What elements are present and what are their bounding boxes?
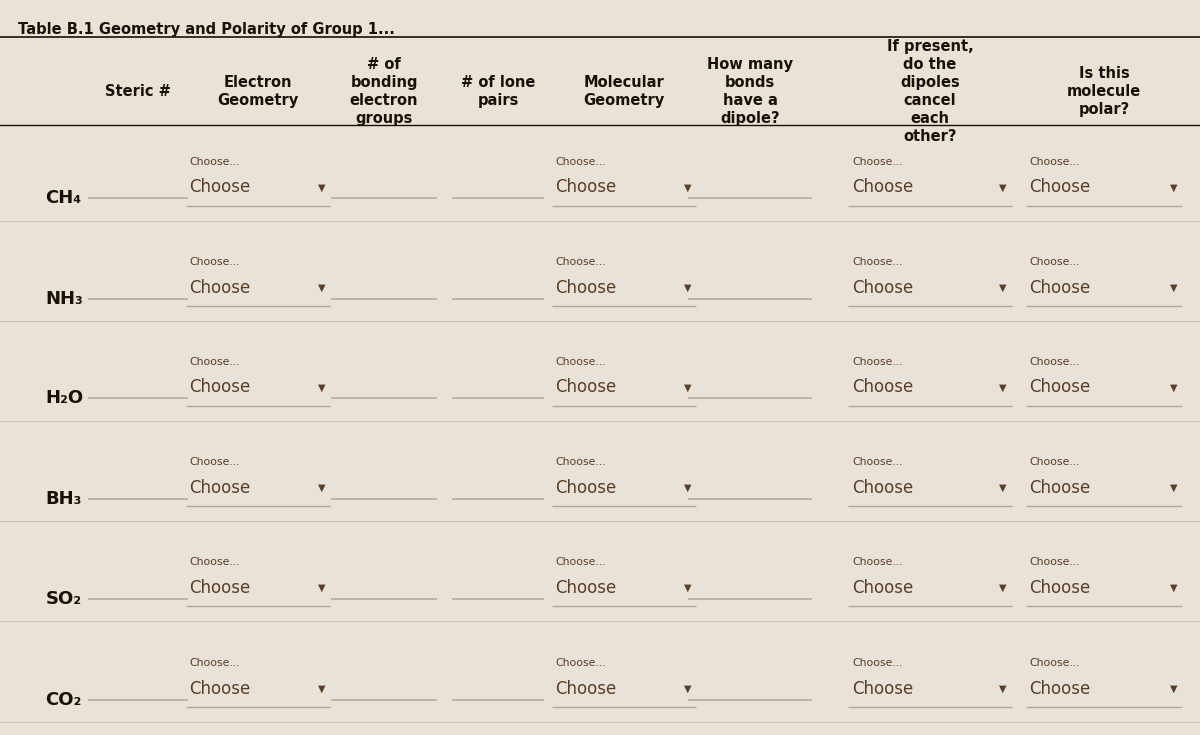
Text: ▼: ▼ [1000,583,1007,593]
Text: Choose...: Choose... [190,658,240,668]
Text: ▼: ▼ [1170,283,1177,293]
Text: Choose...: Choose... [852,157,902,167]
Text: Choose: Choose [852,479,913,497]
Text: Choose: Choose [1030,579,1091,597]
Text: Choose...: Choose... [556,356,606,367]
Text: Choose...: Choose... [556,658,606,668]
Text: Choose: Choose [1030,179,1091,196]
Text: Steric #: Steric # [106,85,170,99]
Text: ▼: ▼ [684,684,691,694]
Text: How many
bonds
have a
dipole?: How many bonds have a dipole? [707,57,793,126]
Text: Choose: Choose [556,279,617,297]
Text: ▼: ▼ [318,182,325,193]
Text: Choose: Choose [190,479,251,497]
Text: Choose: Choose [852,680,913,698]
Text: Choose...: Choose... [190,356,240,367]
Text: CH₄: CH₄ [46,190,82,207]
Text: NH₃: NH₃ [46,290,83,308]
Text: Choose: Choose [190,179,251,196]
Text: SO₂: SO₂ [46,590,82,608]
Text: ▼: ▼ [1170,583,1177,593]
Text: Choose...: Choose... [190,457,240,467]
Text: Choose: Choose [1030,479,1091,497]
Text: Choose: Choose [190,379,251,396]
Text: ▼: ▼ [1170,182,1177,193]
Text: Choose: Choose [556,479,617,497]
Text: Choose: Choose [1030,680,1091,698]
Text: Electron
Geometry: Electron Geometry [217,76,299,108]
Text: Molecular
Geometry: Molecular Geometry [583,76,665,108]
Text: Choose...: Choose... [1030,457,1080,467]
Text: ▼: ▼ [684,283,691,293]
Text: Choose: Choose [852,179,913,196]
Text: Choose...: Choose... [1030,157,1080,167]
Text: Choose...: Choose... [556,557,606,567]
Text: ▼: ▼ [1000,382,1007,392]
Text: Choose...: Choose... [852,557,902,567]
Text: CO₂: CO₂ [46,691,82,709]
Text: ▼: ▼ [318,583,325,593]
Text: Choose...: Choose... [190,257,240,268]
Text: Choose: Choose [556,179,617,196]
Text: ▼: ▼ [1170,382,1177,392]
Text: ▼: ▼ [318,382,325,392]
Text: ▼: ▼ [684,182,691,193]
Text: Choose: Choose [556,379,617,396]
Text: Choose...: Choose... [852,658,902,668]
Text: Choose: Choose [852,379,913,396]
Text: Choose: Choose [190,279,251,297]
Text: Choose...: Choose... [1030,557,1080,567]
Text: ▼: ▼ [1170,684,1177,694]
Text: ▼: ▼ [1000,182,1007,193]
Text: Choose...: Choose... [190,157,240,167]
Text: If present,
do the
dipoles
cancel
each
other?: If present, do the dipoles cancel each o… [887,40,973,144]
Text: ▼: ▼ [1170,483,1177,493]
Text: Choose...: Choose... [1030,658,1080,668]
Text: ▼: ▼ [318,684,325,694]
Text: Choose...: Choose... [852,356,902,367]
Text: Choose: Choose [852,579,913,597]
Text: Choose: Choose [556,680,617,698]
Text: ▼: ▼ [318,283,325,293]
Text: Choose...: Choose... [852,257,902,268]
Text: Choose: Choose [556,579,617,597]
Text: Choose: Choose [190,579,251,597]
Text: BH₃: BH₃ [46,490,82,508]
Text: ▼: ▼ [684,583,691,593]
Text: Choose...: Choose... [556,457,606,467]
Text: Choose...: Choose... [190,557,240,567]
Text: ▼: ▼ [1000,483,1007,493]
Text: H₂O: H₂O [46,390,84,407]
Text: ▼: ▼ [684,382,691,392]
Text: Choose: Choose [1030,279,1091,297]
Text: Choose: Choose [1030,379,1091,396]
Text: Choose...: Choose... [1030,356,1080,367]
Text: Choose...: Choose... [852,457,902,467]
Text: Choose: Choose [852,279,913,297]
Text: # of lone
pairs: # of lone pairs [461,76,535,108]
Text: Is this
molecule
polar?: Is this molecule polar? [1067,66,1141,118]
Text: ▼: ▼ [318,483,325,493]
Text: # of
bonding
electron
groups: # of bonding electron groups [349,57,419,126]
Text: Table B.1 Geometry and Polarity of Group 1...: Table B.1 Geometry and Polarity of Group… [18,22,395,37]
Text: Choose...: Choose... [556,157,606,167]
Text: ▼: ▼ [684,483,691,493]
Text: ▼: ▼ [1000,684,1007,694]
Text: Choose...: Choose... [556,257,606,268]
Text: Choose: Choose [190,680,251,698]
Text: Choose...: Choose... [1030,257,1080,268]
Text: ▼: ▼ [1000,283,1007,293]
